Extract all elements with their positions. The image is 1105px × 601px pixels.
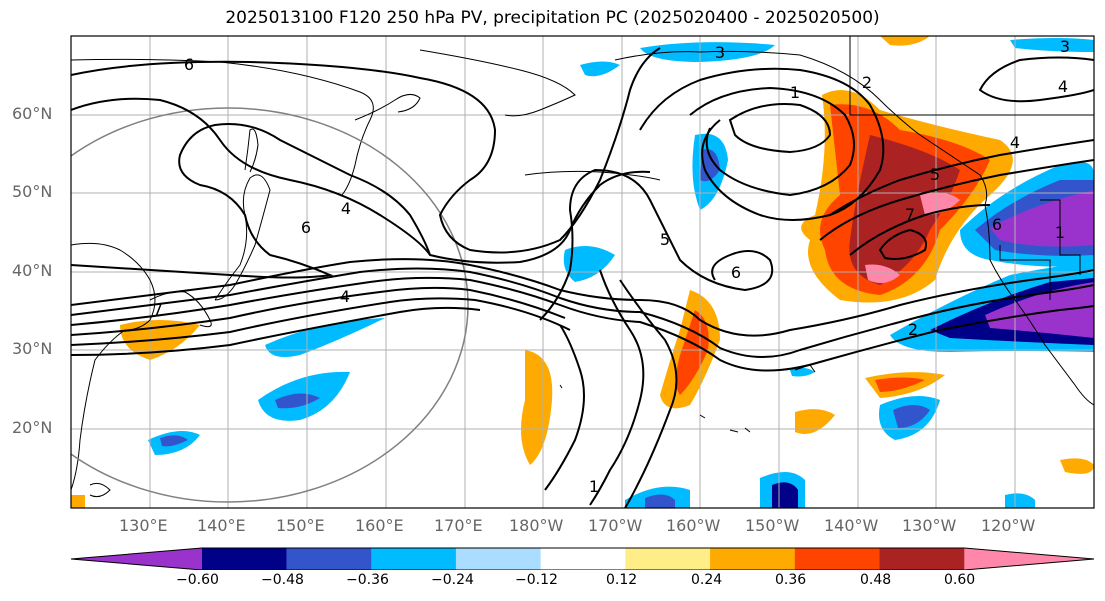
contour-label: 3 <box>1060 37 1070 56</box>
lon-label: 140°W <box>824 516 879 535</box>
map-title: 2025013100 F120 250 hPa PV, precipitatio… <box>225 8 880 28</box>
colorbar-swatch <box>201 548 287 570</box>
lat-label: 30°N <box>12 339 53 358</box>
colorbar-tick-label: 0.36 <box>775 572 807 588</box>
contour-label: 1 <box>589 477 599 496</box>
colorbar-swatch <box>371 548 457 570</box>
colorbar-swatch <box>286 548 372 570</box>
contour-label: 7 <box>153 300 163 319</box>
contour-label: 4 <box>1010 133 1020 152</box>
contour-label: 5 <box>660 230 670 249</box>
contour-label: 4 <box>1058 77 1068 96</box>
contour-label: 3 <box>715 43 725 62</box>
lat-label: 50°N <box>12 182 53 201</box>
lon-label: 130°E <box>119 516 168 535</box>
map-plot: 6 3 1 4 6 5 6 4 7 2 1 5 7 4 2 1 3 4 6 <box>70 35 1095 509</box>
lon-label: 170°E <box>434 516 483 535</box>
colorbar-tick-label: 0.12 <box>606 572 638 588</box>
colorbar-tick-label: 0.60 <box>944 572 976 588</box>
contour-label: 6 <box>301 218 311 237</box>
colorbar-swatch <box>964 548 1094 570</box>
colorbar-tick-label: −0.12 <box>515 572 558 588</box>
contour-label: 6 <box>731 263 741 282</box>
colorbar-tick-label: −0.60 <box>176 572 219 588</box>
lon-label: 180°W <box>509 516 564 535</box>
pv-contours <box>71 47 1094 508</box>
colorbar-swatch <box>794 548 881 570</box>
contour-label: 2 <box>862 73 872 92</box>
graticule <box>71 36 1094 508</box>
lon-label: 160°W <box>666 516 721 535</box>
lon-label: 150°W <box>745 516 800 535</box>
lat-label: 60°N <box>12 104 53 123</box>
colorbar-swatch <box>879 548 965 570</box>
contour-label: 7 <box>905 205 915 224</box>
contour-label: 6 <box>992 215 1002 234</box>
colorbar-swatch <box>710 548 796 570</box>
colorbar-swatch <box>455 548 542 570</box>
contour-label: 1 <box>1055 223 1065 242</box>
colorbar-tick-label: −0.36 <box>346 572 389 588</box>
colorbar-tick-label: −0.24 <box>431 572 474 588</box>
lon-label: 160°E <box>355 516 404 535</box>
contour-label: 4 <box>340 287 350 306</box>
colorbar <box>70 547 1095 570</box>
colorbar-swatch <box>540 548 626 570</box>
colorbar-swatch <box>71 548 202 570</box>
colorbar-tick-label: 0.48 <box>860 572 892 588</box>
lon-label: 130°W <box>902 516 957 535</box>
lat-label: 20°N <box>12 418 53 437</box>
colorbar-swatch <box>625 548 711 570</box>
map-frame <box>70 35 1095 509</box>
contour-labels: 6 3 1 4 6 5 6 4 7 2 1 5 7 4 2 1 3 4 6 <box>153 37 1070 496</box>
coastlines <box>71 36 1094 498</box>
lon-label: 150°E <box>276 516 325 535</box>
contour-label: 2 <box>908 320 918 339</box>
contour-label: 4 <box>341 199 351 218</box>
contour-label: 5 <box>930 165 940 184</box>
lat-label: 40°N <box>12 261 53 280</box>
colorbar-tick-label: 0.24 <box>691 572 723 588</box>
colorbar-tick-label: −0.48 <box>261 572 304 588</box>
contour-label: 1 <box>790 83 800 102</box>
lon-label: 140°E <box>197 516 246 535</box>
range-circle <box>71 107 469 503</box>
colorbar-outline <box>70 547 1095 570</box>
lon-label: 120°W <box>981 516 1036 535</box>
contour-label: 6 <box>184 55 194 74</box>
lon-label: 170°W <box>588 516 643 535</box>
